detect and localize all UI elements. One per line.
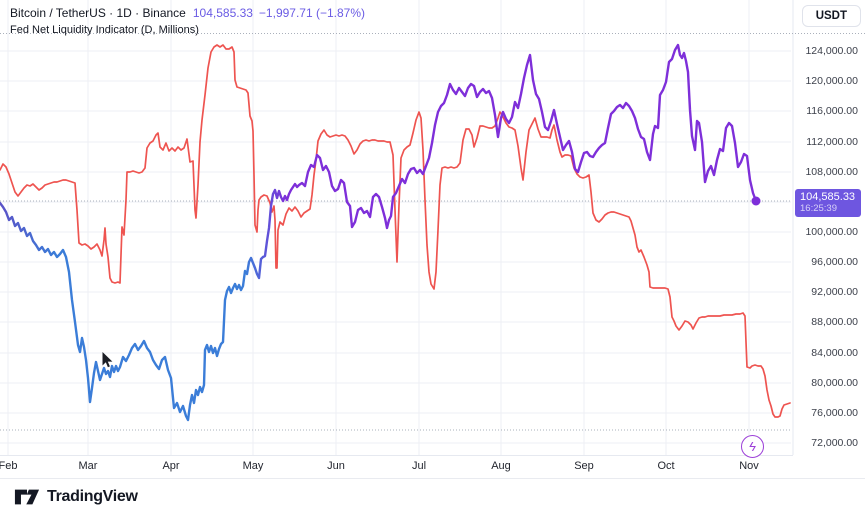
time-tick-label: Nov [739, 460, 759, 472]
time-tick-label: Jun [327, 460, 345, 472]
time-tick-label: Oct [657, 460, 675, 472]
time-tick-label: May [242, 460, 264, 472]
symbol-title: Bitcoin / TetherUS · 1D · Binance [10, 6, 186, 20]
price-tick-label: 120,000.00 [805, 75, 858, 87]
indicator-legend-row[interactable]: Fed Net Liquidity Indicator (D, Millions… [10, 24, 365, 38]
indicator-title: Fed Net Liquidity Indicator (D, Millions… [10, 24, 199, 36]
price-tick-label: 72,000.00 [811, 437, 858, 449]
current-price-badge: 104,585.33 16:25:39 [795, 189, 861, 217]
time-tick-label: Sep [574, 460, 594, 472]
time-tick-label: Jul [411, 460, 427, 472]
time-tick-label: Apr [162, 460, 180, 472]
currency-usdt-button[interactable]: USDT [801, 5, 861, 27]
lightning-icon[interactable]: ϟ [741, 435, 764, 458]
price-axis[interactable]: 104,585.33 16:25:39 124,000.00 120,000.00… [793, 0, 865, 455]
last-price: 104,585.33 [192, 6, 253, 20]
price-tick-label: 108,000.00 [805, 166, 858, 178]
price-tick-label: 92,000.00 [811, 286, 858, 298]
chart-legend: Bitcoin / TetherUS · 1D · Binance 104,585… [10, 6, 365, 38]
lightning-glyph: ϟ [749, 439, 756, 454]
price-tick-label: 100,000.00 [805, 226, 858, 238]
time-tick-label: Mar [78, 460, 98, 472]
badge-countdown: 16:25:39 [800, 203, 837, 214]
price-tick-label: 88,000.00 [811, 316, 858, 328]
time-tick-label: Feb [0, 460, 18, 472]
time-tick-label: Aug [491, 460, 511, 472]
time-axis[interactable]: Feb Mar Apr May Jun Jul Aug Sep Oct Nov [0, 455, 793, 478]
price-tick-label: 84,000.00 [811, 347, 858, 359]
tradingview-logo[interactable]: TradingView [14, 488, 138, 506]
price-tick-label: 76,000.00 [811, 407, 858, 419]
price-tick-label: 116,000.00 [806, 105, 858, 117]
price-tick-label: 80,000.00 [811, 377, 858, 389]
bottom-brand-bar: TradingView [0, 478, 865, 518]
price-tick-label: 124,000.00 [805, 45, 858, 57]
tradingview-logo-text: TradingView [47, 488, 138, 505]
tradingview-logo-icon [14, 489, 40, 505]
price-tick-label: 96,000.00 [811, 256, 858, 268]
price-chart-canvas[interactable] [0, 0, 865, 478]
badge-price: 104,585.33 [800, 191, 856, 203]
price-change: −1,997.71 (−1.87%) [258, 6, 365, 20]
price-tick-label: 112,000.00 [806, 136, 858, 148]
symbol-legend-row[interactable]: Bitcoin / TetherUS · 1D · Binance 104,585… [10, 6, 365, 21]
